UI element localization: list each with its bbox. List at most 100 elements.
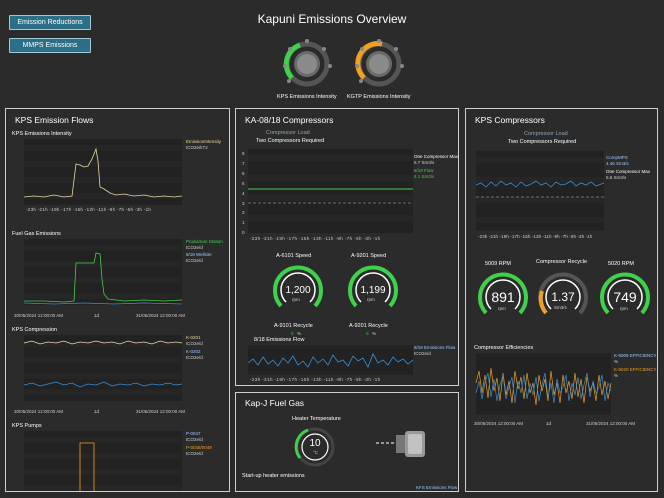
heater-value: 10 [309,438,321,449]
kps-compressor-load-plot[interactable] [476,151,604,231]
kps-compressor-load-series [475,180,605,198]
recycle-label: Compressor Recycle [536,259,588,265]
kps-intensity-gauge[interactable] [280,38,340,90]
speed-b-unit: rpm [367,297,375,302]
heater-gauge[interactable] [288,423,344,473]
date-start: 30/05/2024 12:00:00 AM [474,421,524,426]
chart-title: Compressor Efficiencies [474,345,534,351]
heater-unit: °C [313,450,319,455]
date-end: 31/05/2024 12:00:00 AM [136,313,186,318]
recycle-b-unit: % [372,331,377,336]
legend-item: 5.7 Sm3/s [414,160,435,165]
date-start: 30/05/2024 12:00:00 AM [14,313,64,318]
chart-title: Compressor Load [266,130,310,136]
recycle-value: 1.37 [551,290,575,304]
x-axis-ticks: -23h -21h -19h -17h -15h -13h -11h -9h -… [26,207,152,212]
recycle-a-unit: % [297,331,302,336]
kps-intensity-plot[interactable] [24,139,182,205]
speed-b-value: 1,199 [360,285,386,296]
legend-item: tCO2e/d [186,341,203,346]
legend-item: tCO2e/kT2 [186,145,208,150]
legend-item: 8/18 Wellsite [186,252,212,257]
chart-subtitle: Two Compressors Required [508,139,577,145]
legend-item: 5.5 Sm3/s [606,175,627,180]
page-title: Kapuni Emissions Overview [257,12,407,26]
legend-item: 8/18 Emissions Flow [414,345,456,350]
startup-label: Start-up heater emissions [242,473,305,479]
legend-item: KFS Emissions Flow [416,485,458,490]
kps-emission-flows-panel: KPS Emission Flows KPS Emissions Intensi… [5,108,230,492]
rpm-a-value: 891 [491,289,515,305]
rpm-b-label: 5020 RPM [608,261,634,267]
legend-item: % [614,359,619,364]
chart-title: KPS Compression [12,327,57,333]
chart-title: Compressor Load [524,131,568,137]
recycle-b-label: A-9201 Recycle [349,323,388,329]
legend-item: tCO2e/d [186,451,203,456]
legend-item: tCO2e/d [186,258,203,263]
legend-item: One Compressor Max [414,154,459,159]
legend-item: One Compressor Max [606,169,651,174]
date-end: 31/05/2024 12:00:00 AM [136,409,186,414]
recycle-b-value: 0 [366,331,369,336]
speed-a-gauge[interactable] [272,263,324,315]
mmps-emissions-button[interactable]: MMPS Emissions [9,38,91,53]
date-start: 30/05/2024 12:00:00 AM [14,409,64,414]
kps-pumps-plot[interactable] [24,431,182,491]
x-axis-ticks: -23h -21h -19h -17h -15h -13h -11h -9h -… [250,377,381,382]
date-span: 1d [546,421,552,426]
fuel-gas-series [23,252,183,305]
kps-compressors-panel: KPS Compressors Compressor Load Two Comp… [465,108,658,492]
date-end: 31/05/2024 12:00:00 AM [586,421,636,426]
panel-title: KA-08/18 Compressors [245,115,334,125]
panel-title: KPS Compressors [475,115,545,125]
x-axis-ticks: -23h -21h -19h -17h -15h -13h -11h -9h -… [250,236,381,241]
date-span: 1d [94,409,100,414]
legend-item: tCO2e/d [414,351,431,356]
legend-item: Production Station [186,239,223,244]
legend-item: tCO2e/d [186,245,203,250]
kgtp-intensity-gauge[interactable] [352,38,412,90]
ka-compressors-panel: KA-08/18 Compressors Compressor Load Two… [235,108,459,386]
y-axis-ticks: 8 7 6 5 4 3 2 1 0 [242,151,245,236]
rpm-b-gauge[interactable] [600,271,650,321]
chart-subtitle: Two Compressors Required [256,138,325,144]
kapj-fuel-gas-panel: Kap-J Fuel Gas Heater Temperature 10 °C … [235,392,459,492]
speed-a-value: 1,200 [285,285,311,296]
kps-compression-plot[interactable] [24,335,182,401]
kgtp-intensity-gauge-label: KGTP Emissions Intensity [347,94,411,100]
legend-item: P-0048/0049 [186,445,212,450]
legend-item: K-0201 [186,335,201,340]
speed-a-label: A-6101 Speed [276,253,312,259]
date-span: 1d [94,313,100,318]
legend-item: P-0047 [186,431,201,436]
ka-compressor-load-plot[interactable] [248,149,413,233]
heater-equipment-icon [376,431,425,457]
emission-reductions-button[interactable]: Emission Reductions [9,15,91,30]
chart-title: Fuel Gas Emissions [12,231,61,237]
rpm-a-gauge[interactable] [478,271,528,321]
legend-item: % [614,373,619,378]
speed-b-label: A-9201 Speed [351,253,387,259]
recycle-unit: Sm3/s [554,305,567,310]
legend-item: K-5009 EFFICIENCY [614,353,657,358]
legend-item: EmissionIntensity [186,139,222,144]
rpm-a-unit: rpm [498,306,506,311]
rpm-b-unit: rpm [620,306,628,311]
fuel-gas-plot[interactable] [24,239,182,305]
recycle-gauge[interactable] [538,271,588,321]
speed-b-gauge[interactable] [347,263,399,315]
heater-label: Heater Temperature [292,416,341,422]
speed-a-unit: rpm [292,297,300,302]
legend-item: K-5020 EFFICIENCY [614,367,657,372]
recycle-a-label: A-9101 Recycle [274,323,313,329]
legend-item: 4.1 Sm3/s [414,174,435,179]
legend-item: tCO2e/d [186,437,203,442]
ka-emissions-flow-series [247,353,414,368]
rpm-a-label: 5009 RPM [485,261,511,267]
legend-item: 8/18 Flow [414,168,434,173]
kps-intensity-gauge-label: KPS Emissions Intensity [277,94,337,100]
chart-title: 8/18 Emissions Flow [254,337,305,343]
recycle-a-value: 0 [291,331,294,336]
chart-title: KPS Emissions Intensity [12,131,72,137]
